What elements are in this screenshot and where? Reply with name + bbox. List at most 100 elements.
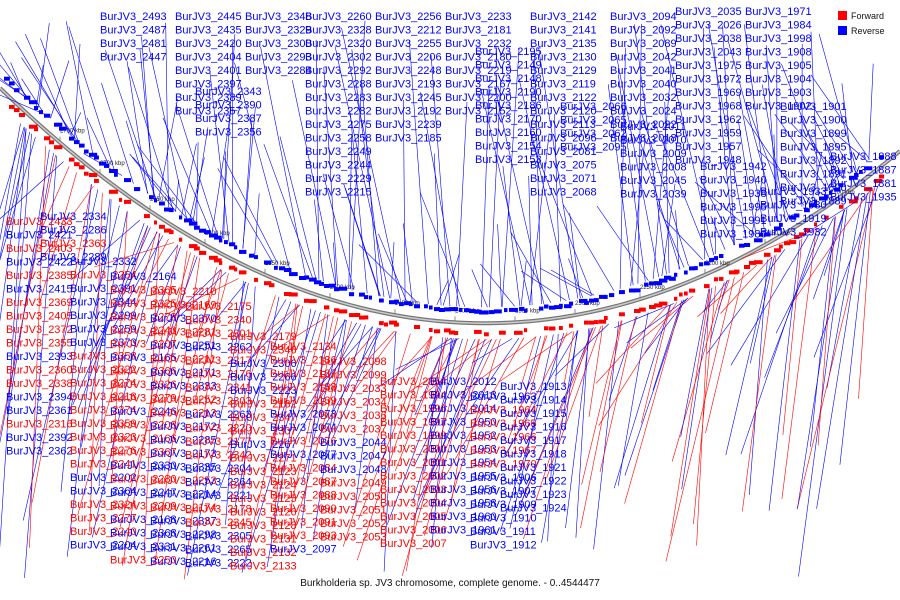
leader-line [607,84,634,286]
gene-label: BurJV3_2282 [305,106,372,118]
gene-label: BurJV3_1965 [470,418,537,430]
reverse-gene [239,249,247,254]
gene-label: BurJV3_2232 [445,38,512,50]
leader-line [301,319,345,484]
gene-label: BurJV3_2054 [380,376,447,388]
gene-label: BurJV3_1919 [760,213,827,225]
reverse-gene [29,100,38,105]
leader-line [386,338,458,525]
forward-gene [54,145,63,150]
gene-label: BurJV3_2066 [560,101,627,113]
forward-gene [719,276,724,281]
leader-line [596,205,649,281]
leader-line [588,325,604,417]
forward-gene [269,283,275,288]
leader-line [699,177,736,245]
forward-gene [264,281,272,286]
leader-line [395,337,448,472]
leader-line [617,312,649,486]
gene-label: BurJV3_2011 [620,121,686,133]
reverse-gene [4,76,10,81]
gene-label: BurJV3_2004 [380,498,447,510]
forward-gene [594,320,599,325]
leader-line [307,327,380,413]
leader-line [661,183,676,277]
leader-line [98,199,112,487]
forward-gene [704,284,710,289]
reverse-gene [434,307,441,312]
gene-label: BurJV3_2006 [380,525,447,537]
reverse-gene [589,298,595,303]
leader-line [520,260,527,306]
gene-label: BurJV3_2329 [245,25,312,37]
gene-label: BurJV3_2359 [70,418,137,430]
gene-label: BurJV3_2010 [620,135,687,147]
leader-line [568,258,583,298]
gene-label: BurJV3_2281 [150,327,217,339]
forward-gene [839,204,844,209]
gene-label: BurJV3_2251 [150,340,217,352]
leader-line [841,83,853,173]
reverse-gene [599,294,607,299]
leader-line [24,155,57,578]
gene-label: BurJV3_1984 [745,20,812,32]
gene-label: BurJV3_2303 [185,396,252,408]
leader-line [790,122,844,179]
gene-label: BurJV3_2134 [270,341,337,353]
gene-label: BurJV3_1969 [675,87,742,99]
reverse-gene [169,208,174,213]
leader-line [444,338,501,522]
forward-gene [434,329,441,334]
gene-label: BurJV3_2097 [270,544,337,556]
forward-gene [94,178,99,183]
forward-gene [109,189,118,194]
gene-label: BurJV3_2218 [70,391,137,403]
leader-line [126,61,148,194]
leader-line [480,88,531,306]
leader-line [762,84,786,218]
gene-label: BurJV3_2092 [610,25,677,37]
reverse-gene [379,298,384,303]
gene-label: BurJV3_2182 [230,399,297,411]
leader-line [128,67,174,211]
leader-line [456,336,537,398]
leader-line [358,336,431,520]
gene-label: BurJV3_2363 [40,238,107,250]
leader-line [111,211,128,480]
leader-line [211,110,232,233]
leader-line [13,133,32,366]
reverse-gene [184,218,193,223]
leader-line [406,336,433,434]
gene-label: BurJV3_2299 [70,310,137,322]
leader-line [129,153,177,212]
reverse-gene [214,235,222,240]
leader-line [343,183,381,297]
leader-line [413,338,476,467]
gene-label: BurJV3_1900 [780,115,847,127]
gene-label: BurJV3_2039 [620,189,687,201]
gene-label: BurJV3_2283 [305,92,372,104]
gene-label: BurJV3_2036 [320,410,387,422]
leader-line [122,244,179,566]
gene-label: BurJV3_1933 [760,186,827,198]
leader-line [132,225,149,265]
gene-label: BurJV3_2033 [320,383,387,395]
leader-line [225,280,244,525]
leader-line [189,157,205,221]
leader-line [279,136,317,279]
leader-line [750,255,775,364]
forward-gene [394,322,399,327]
reverse-gene [44,113,51,118]
gene-label: BurJV3_1910 [470,513,537,525]
leader-line [358,244,418,303]
leader-line [529,335,546,396]
reverse-gene [564,304,572,309]
forward-gene [779,244,783,249]
gene-label: BurJV3_2160 [475,127,542,139]
gene-label: BurJV3_2277 [70,513,137,525]
leader-line [37,185,94,264]
leader-line [271,303,297,452]
reverse-gene [669,276,676,281]
reverse-gene [684,270,688,275]
gene-label: BurJV3_2074 [270,422,337,434]
